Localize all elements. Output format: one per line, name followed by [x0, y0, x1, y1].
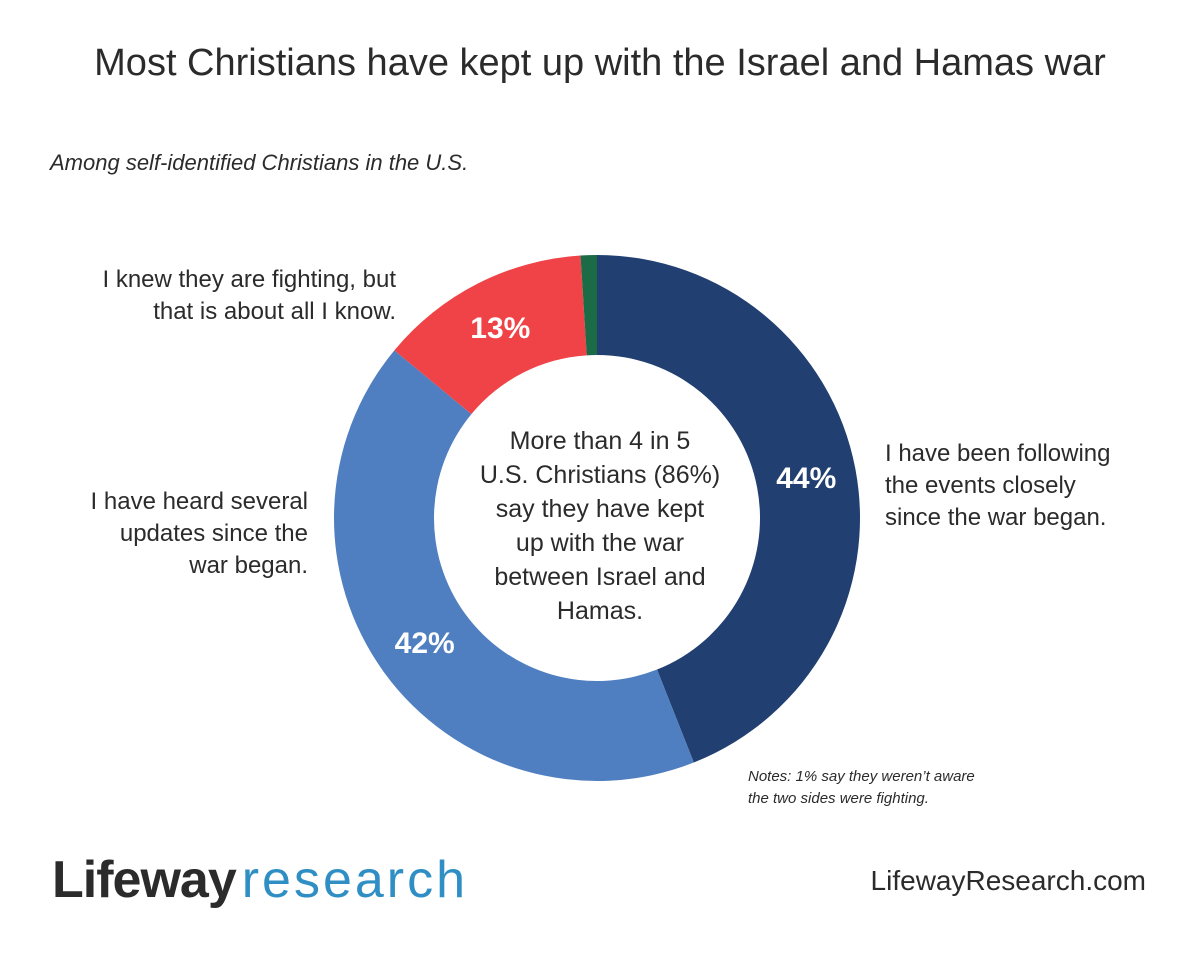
label-line: I have heard several	[90, 488, 308, 515]
slice-label-following-closely: I have been following the events closely…	[885, 438, 1111, 534]
slice-heard-updates	[334, 350, 694, 781]
chart-title: Most Christians have kept up with the Is…	[94, 42, 1106, 84]
label-line: the events closely	[885, 472, 1076, 499]
label-line: since the war began.	[885, 504, 1107, 531]
slice-label-knew-fighting: I knew they are fighting, but that is ab…	[102, 264, 396, 328]
label-line: I have been following	[885, 440, 1111, 467]
center-line: More than 4 in 5	[509, 427, 691, 455]
label-line: war began.	[189, 552, 308, 579]
center-line: say they have kept	[495, 495, 705, 523]
label-line: updates since the	[119, 520, 308, 547]
chart-note: Notes: 1% say they weren’t aware the two…	[748, 766, 1068, 810]
slice-following-closely	[597, 255, 860, 763]
slice-knew-fighting	[394, 255, 587, 415]
logo-wordmark-lifeway: Lifeway	[52, 851, 237, 909]
slice-label-heard-updates: I have heard several updates since the w…	[91, 486, 308, 582]
center-line: between Israel and	[494, 563, 706, 591]
donut-center-text: More than 4 in 5 U.S. Christians (86%) s…	[455, 424, 745, 628]
value-label-44: 44%	[776, 462, 836, 495]
center-line: up with the war	[515, 529, 685, 557]
label-line: that is about all I know.	[153, 298, 396, 325]
label-line: I knew they are fighting, but	[102, 266, 396, 293]
value-label-13: 13%	[470, 312, 530, 345]
lifeway-research-logo: Lifeway research	[52, 848, 468, 912]
website-url: LifewayResearch.com	[870, 865, 1146, 896]
logo-wordmark-research: research	[241, 851, 469, 909]
chart-subtitle: Among self-identified Christians in the …	[50, 150, 469, 175]
note-line: Notes: 1% say they weren’t aware	[748, 768, 975, 785]
note-line: the two sides were fighting.	[748, 790, 929, 807]
value-label-42: 42%	[395, 627, 455, 660]
center-line: U.S. Christians (86%)	[479, 461, 721, 489]
slice-not-aware	[580, 255, 597, 356]
center-line: Hamas.	[556, 597, 644, 625]
